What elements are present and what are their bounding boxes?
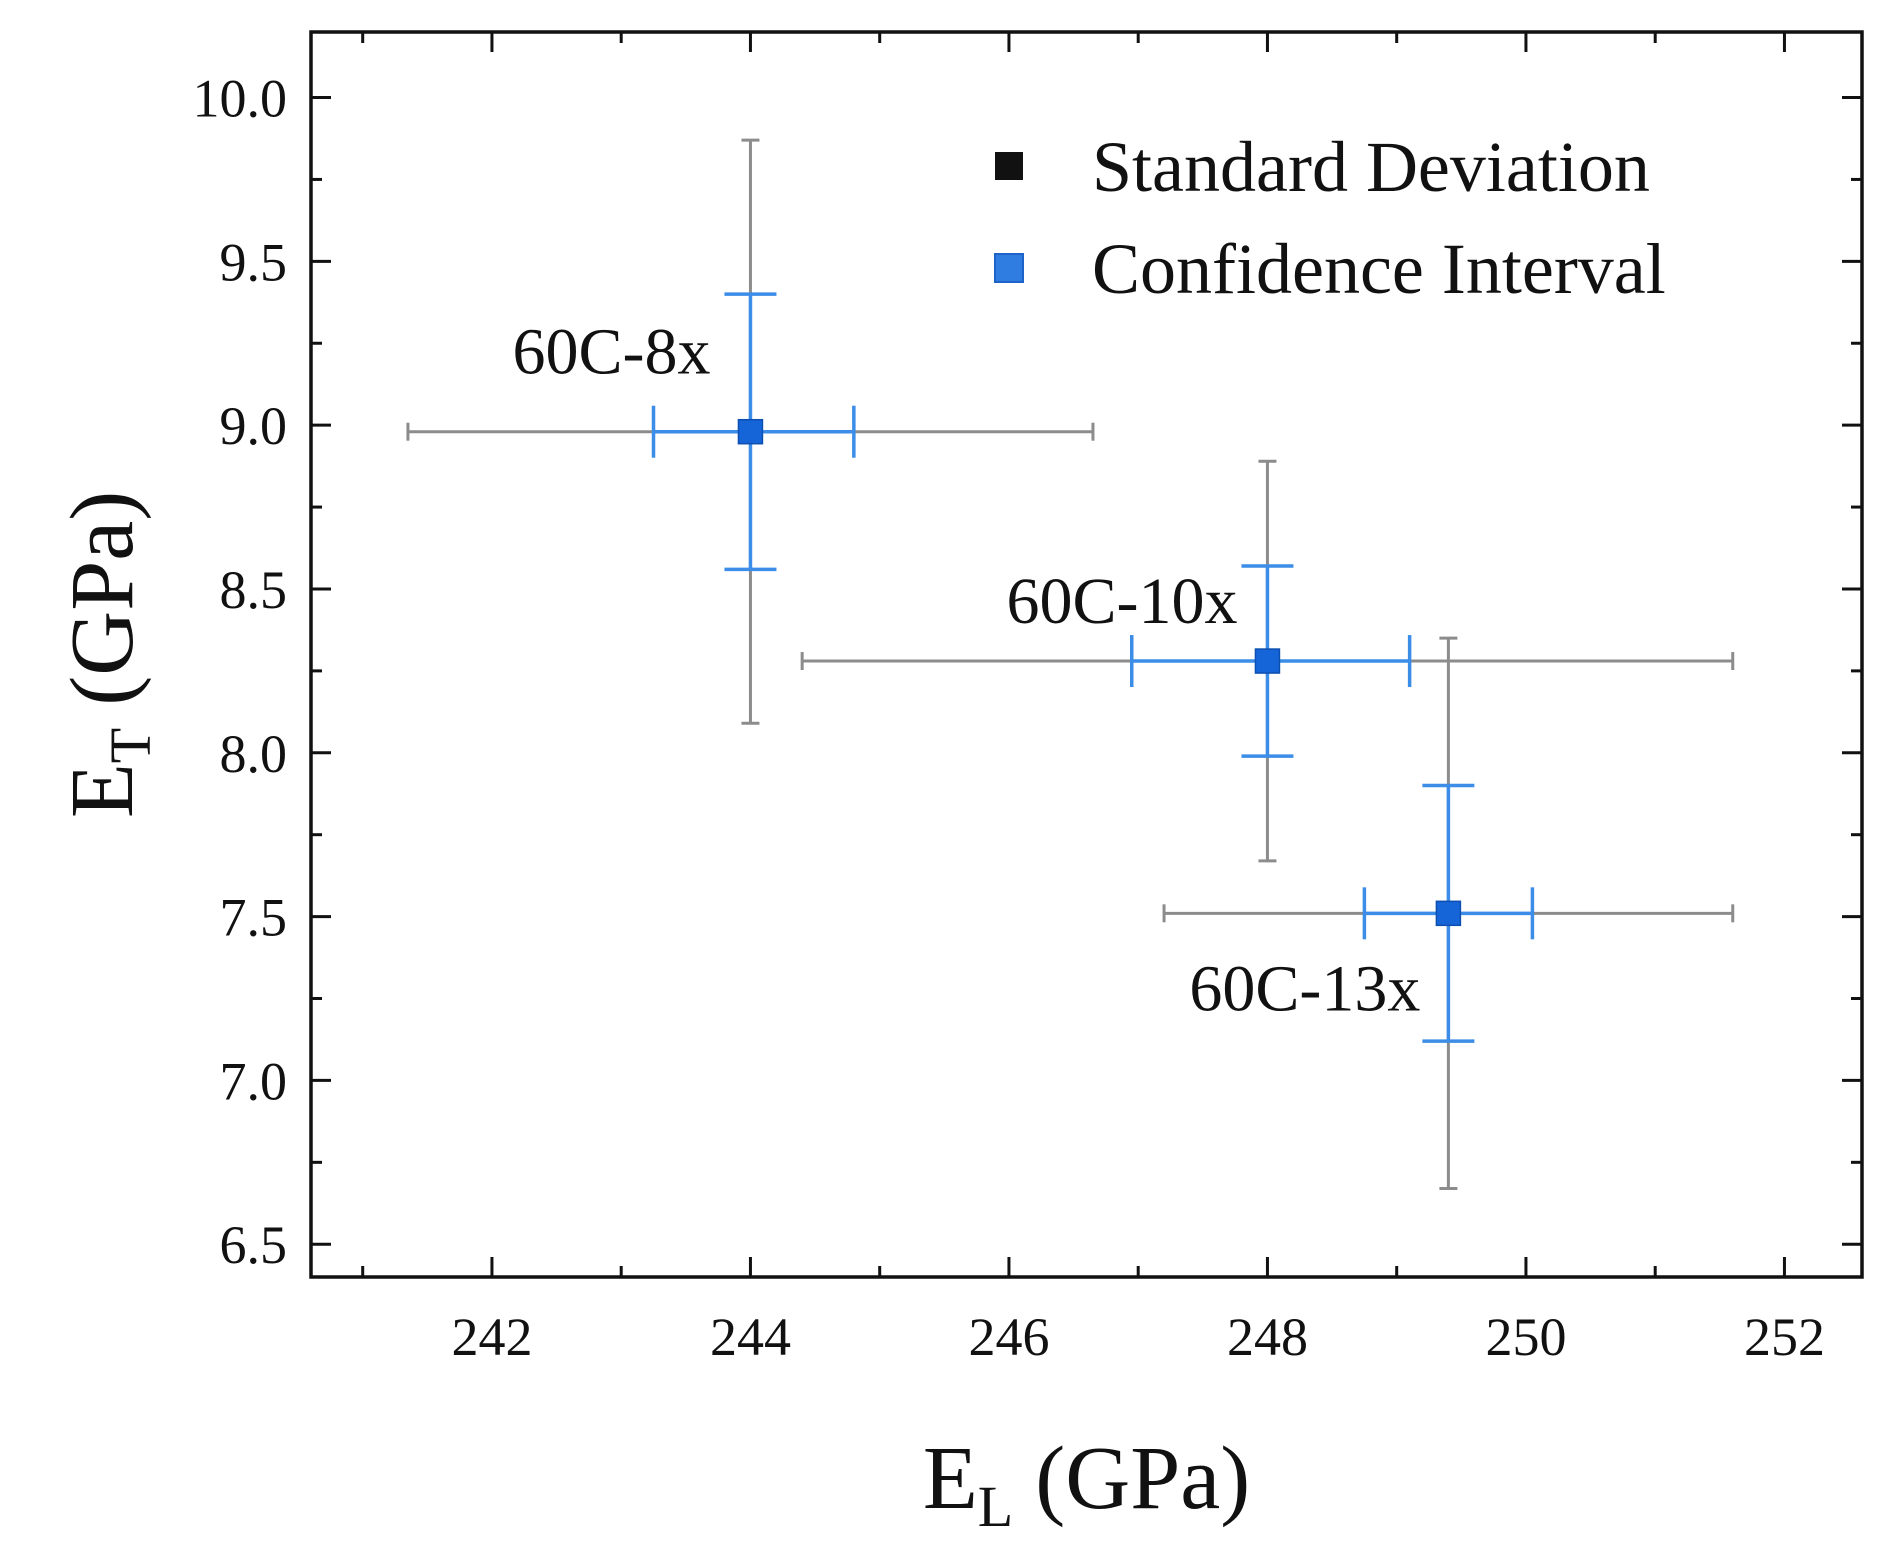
- legend: Standard Deviation Confidence Interval: [994, 127, 1666, 309]
- tick-labels: 242 244 246 248 250 252 6.5 7.0 7.5 8.0 8.5 9.0 9.5 1…: [193, 69, 1825, 1367]
- point-label-60c-13x: 60C-13x: [1189, 952, 1420, 1025]
- x-axis-title-unit: (GPa): [1035, 1429, 1250, 1528]
- x-tick-label: 250: [1485, 1307, 1566, 1367]
- y-axis-title-unit: (GPa): [53, 491, 152, 706]
- x-tick-label: 244: [710, 1307, 791, 1367]
- y-tick-label: 7.0: [220, 1051, 288, 1111]
- y-tick-label: 6.5: [220, 1215, 288, 1275]
- point-label-60c-10x: 60C-10x: [1006, 565, 1237, 638]
- y-axis-title-subscript: T: [98, 728, 163, 763]
- legend-label-standard-deviation: Standard Deviation: [1092, 127, 1650, 207]
- point-labels: 60C-8x 60C-10x 60C-13x: [512, 316, 1420, 1026]
- plot-area-border: [309, 30, 1864, 1279]
- x-tick-label: 252: [1744, 1307, 1825, 1367]
- legend-label-confidence-interval: Confidence Interval: [1092, 229, 1666, 309]
- data-markers: [737, 418, 1462, 927]
- confidence-interval-bars: [651, 292, 1535, 1043]
- point-label-60c-8x: 60C-8x: [512, 316, 710, 389]
- data-point-60c-8x: [737, 418, 764, 445]
- y-tick-label: 10.0: [193, 69, 288, 129]
- y-tick-label: 9.5: [220, 232, 288, 292]
- axis-ticks: [311, 32, 1862, 1277]
- x-tick-label: 248: [1227, 1307, 1308, 1367]
- plot-frame: [309, 30, 1864, 1279]
- y-axis-title: ET (GPa): [53, 491, 163, 818]
- legend-swatch-standard-deviation: [995, 152, 1023, 180]
- x-tick-label: 246: [968, 1307, 1049, 1367]
- y-tick-label: 9.0: [220, 396, 288, 456]
- x-tick-label: 242: [451, 1307, 532, 1367]
- data-point-60c-10x: [1254, 648, 1281, 674]
- y-tick-label: 8.0: [220, 724, 288, 784]
- y-axis-title-symbol: E: [53, 763, 152, 818]
- y-tick-label: 7.5: [220, 888, 288, 948]
- data-point-60c-13x: [1435, 900, 1462, 927]
- x-axis-title-symbol: E: [923, 1429, 978, 1528]
- legend-swatch-confidence-interval: [994, 253, 1024, 283]
- x-axis-title-subscript: L: [978, 1474, 1013, 1539]
- x-axis-title: EL (GPa): [923, 1429, 1250, 1539]
- y-tick-label: 8.5: [220, 560, 288, 620]
